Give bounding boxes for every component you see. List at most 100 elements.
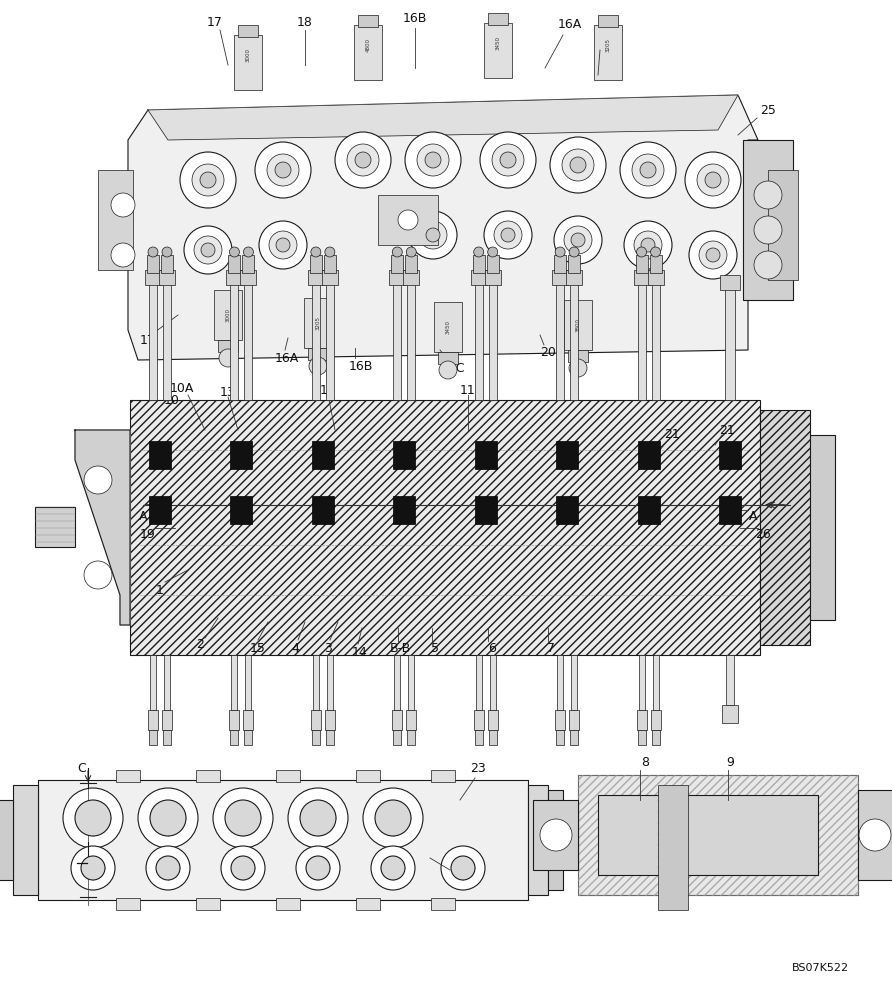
Text: 17: 17: [207, 15, 223, 28]
Circle shape: [148, 247, 158, 257]
Text: 3800: 3800: [575, 318, 581, 332]
Text: 19: 19: [140, 528, 156, 540]
Circle shape: [259, 221, 307, 269]
Text: 6: 6: [488, 642, 496, 654]
Circle shape: [81, 856, 105, 880]
Text: 14: 14: [352, 646, 368, 658]
Circle shape: [425, 152, 441, 168]
Circle shape: [492, 144, 524, 176]
Text: 7: 7: [547, 642, 555, 654]
Circle shape: [75, 800, 111, 836]
Bar: [578, 775, 858, 895]
Circle shape: [405, 132, 461, 188]
Circle shape: [296, 846, 340, 890]
Bar: [324, 255, 336, 273]
Circle shape: [650, 247, 661, 257]
Bar: [633, 270, 649, 285]
Bar: [552, 270, 568, 285]
Circle shape: [244, 247, 253, 257]
Circle shape: [754, 181, 782, 209]
Text: 20: 20: [540, 346, 556, 359]
Bar: [310, 255, 322, 273]
Bar: [489, 730, 497, 745]
Circle shape: [309, 357, 327, 375]
Text: 3205: 3205: [316, 316, 320, 330]
Text: 15: 15: [250, 642, 266, 654]
Bar: [325, 710, 334, 730]
Bar: [148, 710, 158, 730]
Bar: [475, 441, 497, 469]
Bar: [145, 270, 161, 285]
Bar: [768, 170, 798, 280]
Circle shape: [71, 846, 115, 890]
Bar: [720, 275, 740, 290]
Bar: [651, 730, 659, 745]
Text: 21: 21: [665, 428, 680, 442]
Bar: [568, 350, 588, 362]
Bar: [488, 13, 508, 25]
Bar: [230, 730, 238, 745]
Bar: [304, 298, 332, 348]
Bar: [214, 290, 242, 340]
Text: 16C: 16C: [441, 361, 466, 374]
Bar: [98, 170, 133, 270]
Polygon shape: [75, 430, 130, 625]
Text: 16A: 16A: [558, 18, 582, 31]
Bar: [147, 255, 159, 273]
Bar: [393, 496, 416, 524]
Circle shape: [84, 466, 112, 494]
Circle shape: [398, 210, 418, 230]
Text: 23: 23: [470, 762, 486, 774]
Circle shape: [335, 132, 391, 188]
Circle shape: [754, 216, 782, 244]
Bar: [308, 348, 328, 360]
Text: BS07K522: BS07K522: [791, 963, 848, 973]
Bar: [393, 280, 401, 400]
Circle shape: [84, 561, 112, 589]
Text: 11: 11: [460, 383, 475, 396]
Bar: [409, 655, 414, 710]
Circle shape: [699, 241, 727, 269]
Circle shape: [162, 247, 172, 257]
Text: 21: 21: [719, 424, 735, 436]
Bar: [556, 730, 564, 745]
Bar: [196, 770, 220, 782]
Circle shape: [381, 856, 405, 880]
Bar: [356, 898, 380, 910]
Circle shape: [451, 856, 475, 880]
Bar: [528, 785, 548, 895]
Bar: [35, 507, 75, 547]
Bar: [228, 255, 241, 273]
Bar: [489, 280, 497, 400]
Text: 4800: 4800: [366, 38, 370, 52]
Circle shape: [620, 142, 676, 198]
Circle shape: [417, 144, 449, 176]
Bar: [554, 255, 566, 273]
Circle shape: [355, 152, 371, 168]
Bar: [163, 730, 171, 745]
Bar: [230, 280, 238, 400]
Text: 12: 12: [320, 383, 336, 396]
Text: B-B: B-B: [390, 642, 410, 654]
Bar: [578, 775, 858, 895]
Polygon shape: [148, 95, 738, 140]
Circle shape: [697, 164, 729, 196]
Bar: [358, 15, 378, 27]
Bar: [431, 770, 455, 782]
Circle shape: [419, 221, 447, 249]
Bar: [392, 255, 403, 273]
Circle shape: [267, 154, 299, 186]
Circle shape: [474, 247, 483, 257]
Circle shape: [705, 172, 721, 188]
Circle shape: [325, 247, 334, 257]
Bar: [475, 655, 482, 710]
Bar: [651, 280, 659, 400]
Circle shape: [184, 226, 232, 274]
Text: A: A: [748, 510, 757, 522]
Bar: [722, 705, 738, 723]
Bar: [164, 655, 170, 710]
Circle shape: [540, 819, 572, 851]
Bar: [13, 785, 38, 895]
Text: 16B: 16B: [403, 11, 427, 24]
Circle shape: [375, 800, 411, 836]
